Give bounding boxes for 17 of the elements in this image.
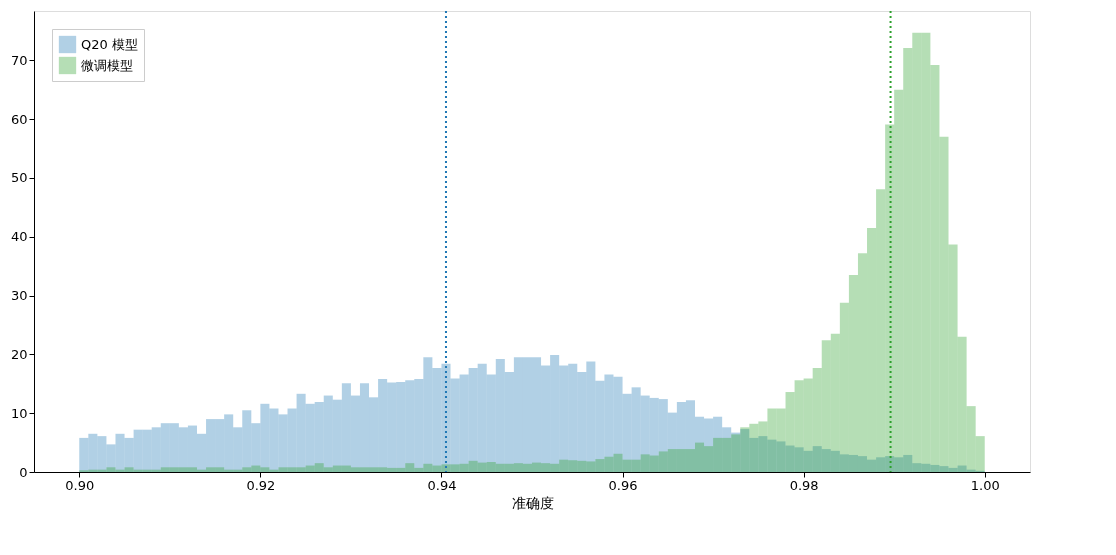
y-tick-label: 60 [10,111,28,127]
legend-label: 微调模型 [81,57,133,73]
y-tick-label: 70 [10,52,28,68]
x-tick-label: 0.90 [65,477,95,493]
y-tick-label: 10 [10,405,28,421]
legend-label: Q20 模型 [81,36,138,52]
x-tick-label: 0.96 [608,477,638,493]
x-tick-label: 1.00 [970,477,1000,493]
y-tick-label: 20 [10,346,28,362]
y-tick-label: 0 [19,464,28,480]
y-tick-label: 30 [10,288,28,304]
x-tick-label: 0.98 [789,477,819,493]
x-tick-label: 0.92 [246,477,276,493]
y-tick-label: 50 [10,170,28,186]
x-tick-label: 0.94 [427,477,457,493]
y-tick-label: 40 [10,229,28,245]
x-axis-title: 准确度 [511,494,554,511]
